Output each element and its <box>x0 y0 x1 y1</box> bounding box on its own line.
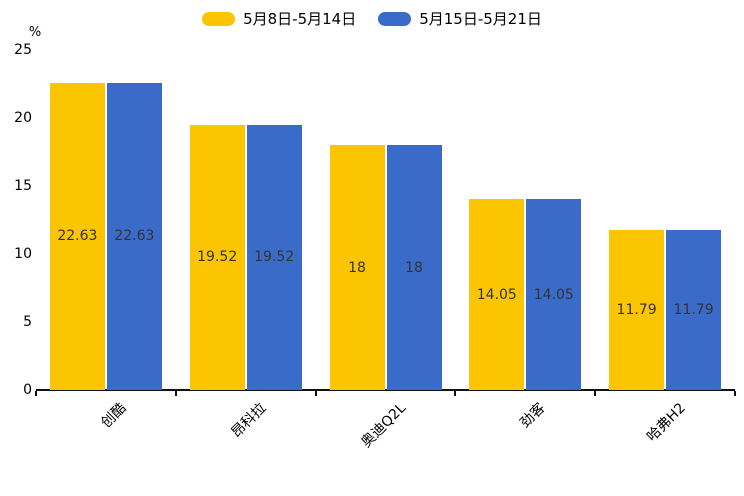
x-axis-category-label: 哈弗H2 <box>643 400 689 445</box>
bar-series1-创酷: 22.63 <box>49 82 105 390</box>
legend-label: 5月15日-5月21日 <box>419 10 542 28</box>
bar-value-label: 18 <box>405 259 423 276</box>
x-axis-tick <box>594 391 597 396</box>
y-axis-tick-label: 5 <box>23 314 32 331</box>
bar-value-label: 22.63 <box>114 228 155 245</box>
y-axis-tick-label: 25 <box>14 42 32 59</box>
bar-series2-劲客: 14.05 <box>526 199 582 390</box>
x-axis-tick <box>35 391 37 396</box>
bar-value-label: 19.52 <box>254 249 295 266</box>
x-axis-tick <box>734 391 736 396</box>
bar-value-label: 18 <box>348 259 366 276</box>
x-axis-tick <box>454 391 457 396</box>
bar-series2-哈弗H2: 11.79 <box>666 229 722 390</box>
x-axis-category-label: 劲客 <box>517 400 549 432</box>
x-axis-line <box>36 389 735 391</box>
bar-series1-昂科拉: 19.52 <box>189 124 245 390</box>
bar-value-label: 11.79 <box>616 301 657 318</box>
legend-item-week1[interactable]: 5月8日-5月14日 <box>202 9 356 29</box>
legend-item-week2[interactable]: 5月15日-5月21日 <box>378 9 542 29</box>
x-axis-category-label: 奥迪Q2L <box>358 400 409 451</box>
x-axis-tick <box>174 391 177 396</box>
legend-label: 5月8日-5月14日 <box>243 10 357 28</box>
y-axis-unit-label: % <box>28 25 42 40</box>
x-axis-category-label: 创酷 <box>98 400 130 432</box>
legend: 5月8日-5月14日 5月15日-5月21日 <box>0 9 744 29</box>
bar-value-label: 22.63 <box>57 228 98 245</box>
bar-series2-奥迪Q2L: 18 <box>386 145 442 390</box>
y-axis-tick-label: 15 <box>14 178 32 195</box>
legend-swatch-yellow <box>202 12 236 26</box>
legend-swatch-blue <box>378 12 412 26</box>
bar-value-label: 14.05 <box>533 286 574 303</box>
y-axis-tick-label: 10 <box>14 246 32 263</box>
bar-series1-劲客: 14.05 <box>469 199 525 390</box>
bar-value-label: 14.05 <box>476 286 517 303</box>
x-axis-category-label: 昂科拉 <box>228 400 270 442</box>
bar-series2-创酷: 22.63 <box>106 82 162 390</box>
bar-value-label: 19.52 <box>197 249 238 266</box>
bar-series2-昂科拉: 19.52 <box>246 124 302 390</box>
bar-series1-奥迪Q2L: 18 <box>329 145 385 390</box>
x-axis-tick <box>314 391 317 396</box>
y-axis-tick-label: 20 <box>14 110 32 127</box>
bar-value-label: 11.79 <box>673 301 714 318</box>
y-axis-tick-label: 0 <box>23 382 32 398</box>
bar-series1-哈弗H2: 11.79 <box>609 229 665 390</box>
